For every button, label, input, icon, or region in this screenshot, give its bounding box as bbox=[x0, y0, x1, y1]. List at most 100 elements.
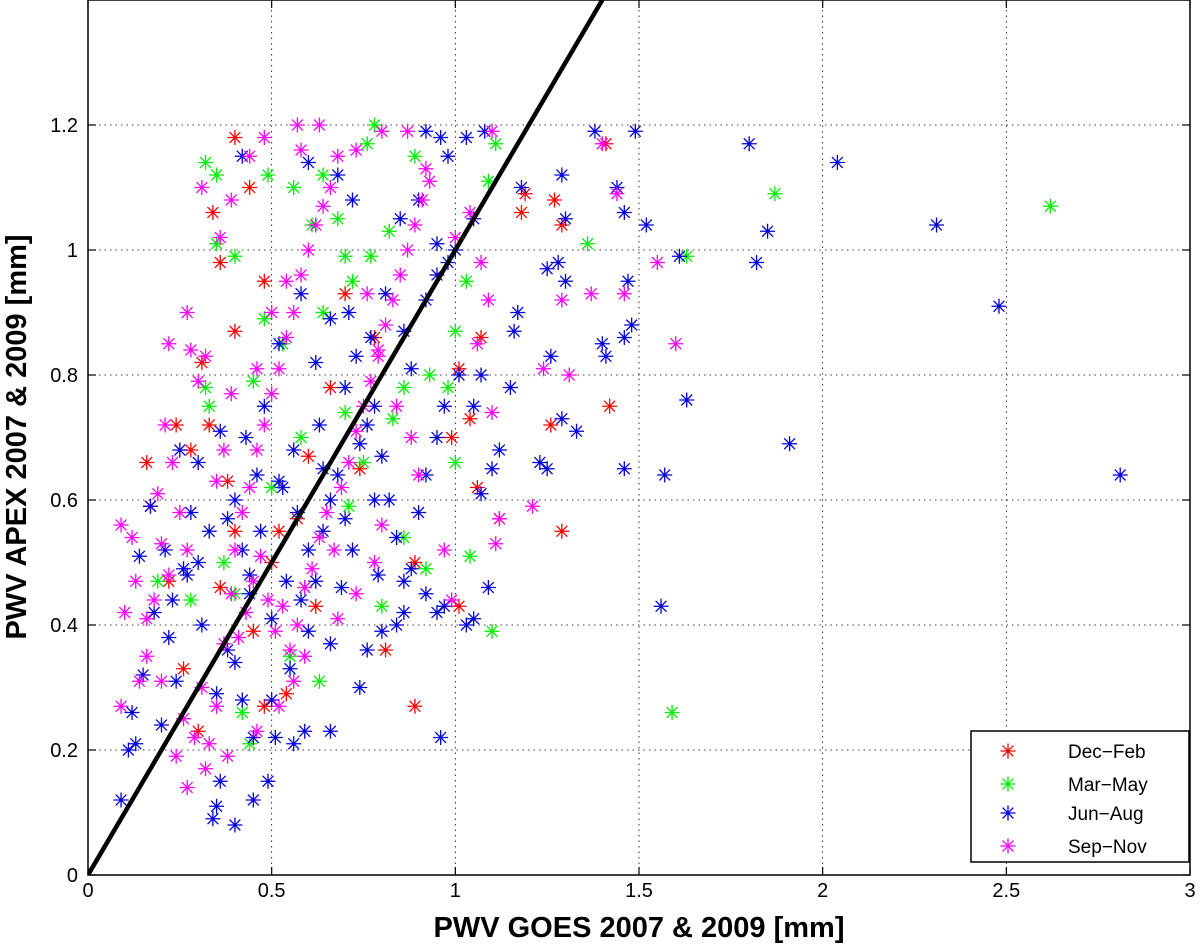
x-tick-label: 0.5 bbox=[258, 880, 286, 902]
data-point bbox=[616, 330, 632, 345]
data-point bbox=[220, 642, 236, 658]
data-point bbox=[594, 136, 610, 152]
data-point bbox=[168, 673, 184, 689]
data-point bbox=[198, 155, 214, 170]
data-point bbox=[289, 117, 305, 133]
data-point bbox=[297, 648, 313, 664]
data-point bbox=[396, 323, 412, 339]
data-point bbox=[506, 323, 522, 339]
data-point bbox=[256, 311, 272, 327]
data-point bbox=[153, 536, 169, 552]
data-point bbox=[418, 561, 434, 577]
data-point bbox=[153, 717, 169, 733]
data-point bbox=[396, 573, 412, 589]
data-point bbox=[558, 211, 574, 227]
data-point bbox=[322, 311, 338, 327]
data-point bbox=[117, 605, 133, 620]
data-point bbox=[249, 723, 265, 739]
data-point bbox=[220, 511, 236, 527]
data-point bbox=[223, 386, 239, 402]
data-point bbox=[293, 142, 309, 158]
data-point bbox=[216, 442, 232, 458]
legend-label-jun-aug: Jun−Aug bbox=[1068, 804, 1144, 825]
data-point bbox=[510, 305, 526, 320]
data-point bbox=[311, 117, 327, 133]
data-point bbox=[183, 442, 199, 458]
data-point bbox=[627, 123, 643, 139]
data-point bbox=[264, 386, 280, 402]
data-point bbox=[179, 780, 195, 795]
data-point bbox=[286, 180, 302, 195]
y-tick-label: 0.8 bbox=[50, 365, 78, 387]
one-to-one-reference-line bbox=[88, 0, 605, 875]
data-point bbox=[304, 561, 320, 577]
data-point bbox=[480, 292, 496, 308]
x-tick-label: 3 bbox=[1184, 880, 1195, 902]
data-point bbox=[341, 455, 357, 470]
data-point bbox=[293, 430, 309, 445]
data-point bbox=[183, 505, 199, 520]
data-point bbox=[400, 242, 416, 258]
data-point bbox=[411, 467, 427, 483]
data-point bbox=[282, 661, 298, 677]
data-point bbox=[260, 773, 276, 789]
data-point bbox=[447, 455, 463, 470]
data-point bbox=[308, 355, 324, 370]
data-point bbox=[407, 148, 423, 164]
data-point bbox=[275, 480, 291, 495]
data-point bbox=[322, 180, 338, 195]
data-point bbox=[157, 542, 173, 558]
data-point bbox=[330, 611, 346, 627]
data-point bbox=[256, 130, 272, 145]
data-point bbox=[381, 492, 397, 508]
data-point bbox=[532, 455, 548, 470]
data-point bbox=[484, 623, 500, 639]
data-point bbox=[462, 205, 478, 220]
data-point bbox=[374, 623, 390, 639]
data-point bbox=[124, 705, 140, 720]
data-point bbox=[187, 730, 203, 745]
legend-marker-mar-may bbox=[1000, 776, 1016, 792]
legend-label-mar-may: Mar−May bbox=[1068, 775, 1148, 796]
data-point bbox=[638, 217, 654, 233]
data-point bbox=[201, 523, 217, 539]
data-point bbox=[829, 155, 845, 170]
legend-star-icon bbox=[1000, 743, 1016, 759]
legend-label-sep-nov: Sep−Nov bbox=[1068, 837, 1147, 858]
data-point bbox=[146, 592, 162, 608]
data-point bbox=[190, 373, 206, 389]
data-point bbox=[741, 136, 757, 152]
data-point bbox=[407, 217, 423, 233]
data-point bbox=[242, 148, 258, 164]
data-point bbox=[282, 642, 298, 658]
series-jun-aug bbox=[113, 123, 1128, 833]
data-point bbox=[569, 423, 585, 439]
data-point bbox=[245, 373, 261, 389]
data-point bbox=[616, 286, 632, 302]
data-point bbox=[264, 305, 280, 320]
data-point bbox=[315, 305, 331, 320]
data-point bbox=[440, 380, 456, 395]
data-point bbox=[543, 348, 559, 364]
data-point bbox=[378, 286, 394, 302]
data-point bbox=[172, 505, 188, 520]
data-point bbox=[176, 711, 192, 727]
data-point bbox=[396, 380, 412, 395]
data-point bbox=[256, 698, 272, 714]
data-point bbox=[278, 686, 294, 702]
data-point bbox=[120, 742, 136, 758]
legend-star-icon bbox=[1000, 838, 1016, 854]
data-point bbox=[245, 573, 261, 589]
data-point bbox=[348, 142, 364, 158]
data-point bbox=[554, 523, 570, 539]
data-point bbox=[1112, 467, 1128, 483]
data-point bbox=[315, 461, 331, 477]
data-point bbox=[212, 230, 228, 245]
data-point bbox=[484, 123, 500, 139]
data-point bbox=[462, 411, 478, 427]
data-point bbox=[389, 617, 405, 633]
data-point bbox=[245, 792, 261, 808]
data-point bbox=[286, 442, 302, 458]
data-point bbox=[150, 573, 166, 589]
